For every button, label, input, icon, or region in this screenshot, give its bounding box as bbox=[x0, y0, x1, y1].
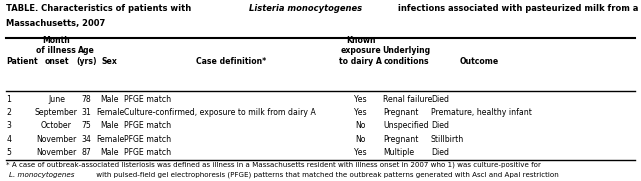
Text: November: November bbox=[37, 148, 76, 157]
Text: Died: Died bbox=[431, 121, 449, 131]
Text: Female: Female bbox=[96, 135, 124, 144]
Text: Female: Female bbox=[96, 108, 124, 117]
Text: Listeria monocytogenes: Listeria monocytogenes bbox=[249, 4, 362, 13]
Text: Premature, healthy infant: Premature, healthy infant bbox=[431, 108, 531, 117]
Text: September: September bbox=[35, 108, 78, 117]
Text: PFGE match: PFGE match bbox=[124, 135, 171, 144]
Text: June: June bbox=[48, 95, 65, 104]
Text: 3: 3 bbox=[6, 121, 12, 131]
Text: Month
of illness
onset: Month of illness onset bbox=[37, 36, 76, 66]
Text: Outcome: Outcome bbox=[459, 56, 499, 66]
Text: October: October bbox=[41, 121, 72, 131]
Text: PFGE match: PFGE match bbox=[124, 121, 171, 131]
Text: Died: Died bbox=[431, 95, 449, 104]
Text: 2: 2 bbox=[6, 108, 12, 117]
Text: Pregnant: Pregnant bbox=[383, 108, 419, 117]
Text: TABLE. Characteristics of patients with: TABLE. Characteristics of patients with bbox=[6, 4, 194, 13]
Text: Culture-confirmed, exposure to milk from dairy A: Culture-confirmed, exposure to milk from… bbox=[124, 108, 315, 117]
Text: Stillbirth: Stillbirth bbox=[431, 135, 464, 144]
Text: Died: Died bbox=[431, 148, 449, 157]
Text: 4: 4 bbox=[6, 135, 12, 144]
Text: Known
exposure
to dairy A: Known exposure to dairy A bbox=[339, 36, 382, 66]
Text: Sex: Sex bbox=[102, 56, 118, 66]
Text: PFGE match: PFGE match bbox=[124, 95, 171, 104]
Text: Male: Male bbox=[101, 121, 119, 131]
Text: Yes: Yes bbox=[354, 108, 367, 117]
Text: with pulsed-field gel electrophoresis (PFGE) patterns that matched the outbreak : with pulsed-field gel electrophoresis (P… bbox=[94, 172, 558, 178]
Text: 1: 1 bbox=[6, 95, 12, 104]
Text: No: No bbox=[355, 121, 366, 131]
Text: Case definition*: Case definition* bbox=[196, 56, 266, 66]
Text: Unspecified: Unspecified bbox=[383, 121, 429, 131]
Text: 75: 75 bbox=[81, 121, 92, 131]
Text: 78: 78 bbox=[81, 95, 92, 104]
Text: Renal failure: Renal failure bbox=[383, 95, 433, 104]
Text: Yes: Yes bbox=[354, 148, 367, 157]
Text: PFGE match: PFGE match bbox=[124, 148, 171, 157]
Text: November: November bbox=[37, 135, 76, 144]
Text: No: No bbox=[355, 135, 366, 144]
Text: Pregnant: Pregnant bbox=[383, 135, 419, 144]
Text: 34: 34 bbox=[81, 135, 92, 144]
Text: Patient: Patient bbox=[6, 56, 38, 66]
Text: Massachusetts, 2007: Massachusetts, 2007 bbox=[6, 19, 106, 28]
Text: 87: 87 bbox=[81, 148, 92, 157]
Text: Underlying
conditions: Underlying conditions bbox=[382, 46, 431, 66]
Text: Yes: Yes bbox=[354, 95, 367, 104]
Text: Multiple: Multiple bbox=[383, 148, 415, 157]
Text: * A case of outbreak-associated listeriosis was defined as illness in a Massachu: * A case of outbreak-associated listerio… bbox=[6, 161, 542, 168]
Text: Age
(yrs): Age (yrs) bbox=[76, 46, 97, 66]
Text: Male: Male bbox=[101, 148, 119, 157]
Text: Male: Male bbox=[101, 95, 119, 104]
Text: L. monocytogenes: L. monocytogenes bbox=[10, 172, 75, 178]
Text: 5: 5 bbox=[6, 148, 12, 157]
Text: 31: 31 bbox=[81, 108, 92, 117]
Text: infections associated with pasteurized milk from a local dairy —: infections associated with pasteurized m… bbox=[395, 4, 641, 13]
